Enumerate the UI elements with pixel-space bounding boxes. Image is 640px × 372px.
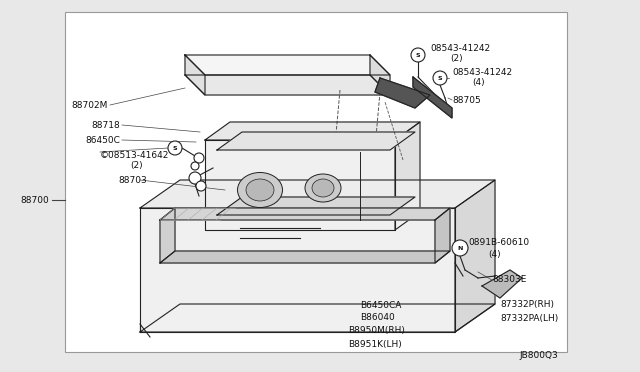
Polygon shape [160, 208, 450, 220]
Text: B8950M(RH): B8950M(RH) [348, 327, 405, 336]
Polygon shape [185, 75, 390, 95]
Polygon shape [160, 251, 450, 263]
Text: (4): (4) [488, 250, 500, 260]
Text: B86040: B86040 [360, 314, 395, 323]
Polygon shape [185, 55, 390, 75]
Text: 88702M: 88702M [72, 100, 108, 109]
Circle shape [191, 162, 199, 170]
Polygon shape [185, 55, 205, 95]
Text: 08543-41242: 08543-41242 [430, 44, 490, 52]
Text: 87332PA(LH): 87332PA(LH) [500, 314, 558, 323]
Text: N: N [458, 246, 463, 250]
Ellipse shape [312, 179, 334, 197]
Text: B6450CA: B6450CA [360, 301, 401, 310]
Text: 0891B-60610: 0891B-60610 [468, 237, 529, 247]
Polygon shape [413, 77, 452, 118]
Text: (4): (4) [472, 77, 484, 87]
Polygon shape [217, 197, 415, 215]
Circle shape [194, 153, 204, 163]
Circle shape [189, 172, 201, 184]
Polygon shape [140, 304, 495, 332]
Text: S: S [416, 52, 420, 58]
Circle shape [433, 71, 447, 85]
Text: 88703: 88703 [118, 176, 147, 185]
Ellipse shape [305, 174, 341, 202]
Circle shape [168, 141, 182, 155]
Bar [65, 12, 567, 352]
Polygon shape [370, 55, 390, 95]
Text: 88718: 88718 [92, 121, 120, 129]
Polygon shape [395, 122, 420, 230]
Text: 87332P(RH): 87332P(RH) [500, 301, 554, 310]
Polygon shape [205, 140, 395, 230]
Text: 88705: 88705 [452, 96, 481, 105]
Circle shape [452, 240, 468, 256]
Polygon shape [375, 78, 430, 108]
Text: B8951K(LH): B8951K(LH) [348, 340, 402, 349]
Polygon shape [160, 208, 175, 263]
Text: ©08513-41642: ©08513-41642 [100, 151, 170, 160]
Polygon shape [455, 180, 495, 332]
Text: S: S [438, 76, 442, 80]
Text: S: S [173, 145, 177, 151]
Polygon shape [482, 270, 522, 298]
Ellipse shape [237, 173, 282, 208]
Circle shape [411, 48, 425, 62]
Text: (2): (2) [450, 54, 463, 62]
Text: JB800Q3: JB800Q3 [519, 350, 558, 359]
Circle shape [196, 181, 206, 191]
Ellipse shape [246, 179, 274, 201]
Polygon shape [435, 208, 450, 263]
Text: 86450C: 86450C [85, 135, 120, 144]
Polygon shape [140, 208, 455, 332]
Text: (2): (2) [130, 160, 143, 170]
Text: 08543-41242: 08543-41242 [452, 67, 512, 77]
Polygon shape [205, 122, 420, 140]
Text: 88700: 88700 [20, 196, 49, 205]
Polygon shape [140, 180, 495, 208]
Text: 88303E: 88303E [492, 276, 526, 285]
Polygon shape [217, 132, 415, 150]
